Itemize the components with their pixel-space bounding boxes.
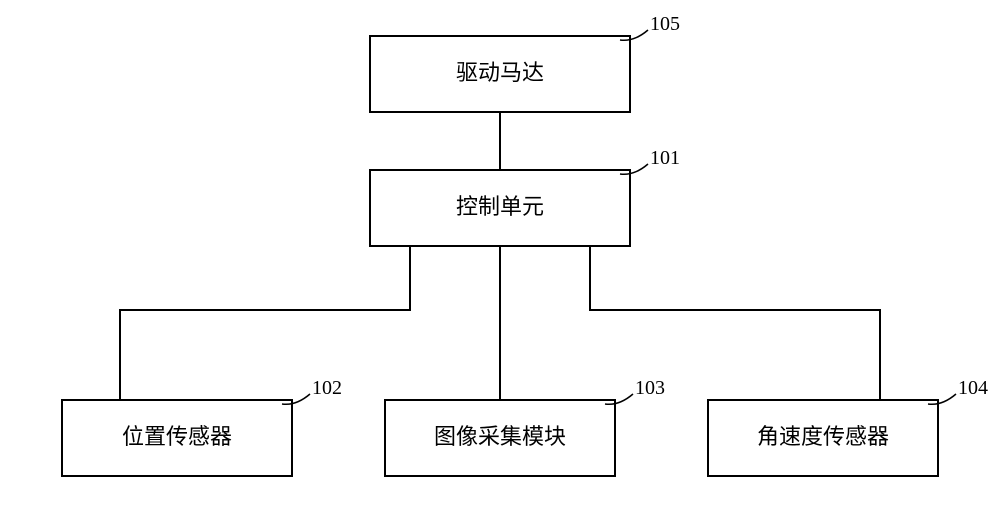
block-diagram: 驱动马达控制单元位置传感器 图像采集模块 角速度传感器 105 101 102 103 104 [0, 0, 1000, 531]
ref-number-105: 105 [650, 13, 680, 35]
ref-number-102: 102 [312, 377, 342, 399]
control_unit-label: 控制单元 [456, 194, 544, 219]
position_sensor-label: 位置传感器 [122, 424, 232, 449]
connector-control_unit-to-position_sensor [120, 246, 410, 400]
ref-number-103: 103 [635, 377, 665, 399]
ref-number-104: 104 [958, 377, 988, 399]
angular_sensor-label: 角速度传感器 [757, 424, 889, 449]
image_module-label: 图像采集模块 [434, 424, 566, 449]
ref-number-101: 101 [650, 147, 680, 169]
drive_motor-label: 驱动马达 [456, 60, 544, 85]
connector-control_unit-to-angular_sensor [590, 246, 880, 400]
